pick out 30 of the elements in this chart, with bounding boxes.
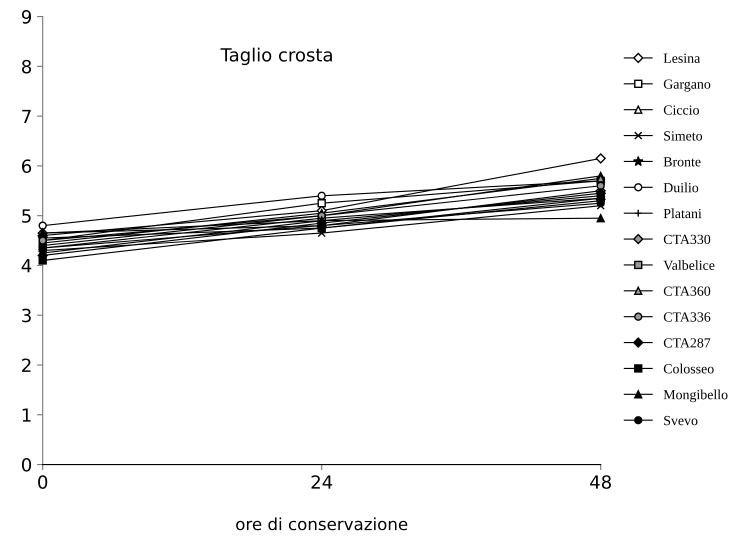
legend-label: CTA287 — [664, 338, 710, 348]
y-tick-label: 2 — [22, 358, 30, 372]
x-tick-label: 24 — [312, 475, 332, 489]
y-tick-label: 0 — [22, 458, 32, 472]
legend-label: Bronte — [664, 157, 701, 166]
y-tick-label: 7 — [22, 110, 31, 123]
legend-label: Simeto — [664, 131, 702, 141]
y-tick-label: 5 — [22, 209, 31, 223]
y-tick-label: 9 — [22, 10, 32, 24]
legend-label: Svevo — [664, 416, 698, 426]
y-tick-label: 8 — [22, 60, 32, 74]
x-axis-title: ore di conservazione — [236, 517, 408, 530]
y-tick-label: 1 — [22, 408, 31, 422]
text: Taglio crosta — [220, 48, 332, 66]
y-tick-label: 3 — [22, 308, 31, 322]
x-tick-label: 0 — [38, 475, 48, 489]
legend-label: CTA336 — [664, 312, 710, 322]
legend-label: CTA330 — [664, 234, 710, 244]
legend-label: CTA360 — [664, 286, 710, 296]
legend-label: Lesina — [664, 54, 700, 63]
legend-label: Platani — [664, 208, 702, 218]
legend-label: Gargano — [664, 79, 710, 92]
legend-label: Mongibello — [664, 390, 728, 402]
legend-label: Valbelice — [663, 260, 714, 270]
x-tick-label: 48 — [590, 475, 611, 489]
legend-label: Duilio — [664, 182, 698, 192]
legend-label: Colosseo — [664, 364, 714, 374]
y-tick-label: 4 — [22, 259, 32, 272]
y-tick-label: 6 — [22, 159, 32, 174]
legend-label: Ciccio — [664, 105, 699, 115]
